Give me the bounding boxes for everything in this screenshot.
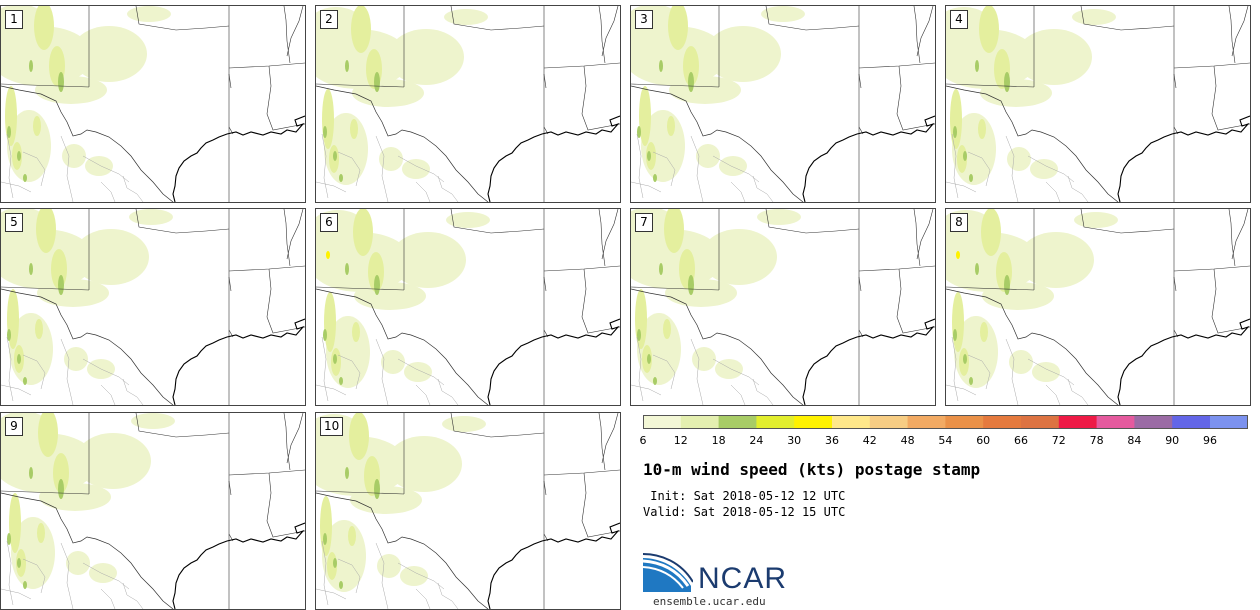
ncar-logo-icon [642, 553, 693, 592]
wind-speed-map [1, 209, 305, 405]
wind-speed-map [316, 209, 620, 405]
member-number-label: 2 [320, 10, 338, 29]
colorbar-segment [1021, 415, 1060, 429]
member-panel: 1 [0, 5, 306, 203]
colorbar-segment [1058, 415, 1098, 429]
colorbar-segment [945, 415, 984, 429]
colorbar-tick-label: 96 [1203, 434, 1217, 447]
wind-speed-map [631, 6, 935, 202]
colorbar-segment [1134, 415, 1173, 429]
colorbar-tick-label: 78 [1089, 434, 1104, 447]
colorbar-tick-label: 30 [787, 434, 802, 447]
member-number-label: 7 [635, 213, 653, 232]
colorbar-tick-label: 54 [938, 434, 953, 447]
plot-title: 10-m wind speed (kts) postage stamp [643, 460, 981, 479]
member-number-label: 1 [5, 10, 23, 29]
member-number-label: 5 [5, 213, 23, 232]
wind-speed-map [631, 209, 935, 405]
colorbar-segment [869, 415, 909, 429]
member-panel: 8 [945, 208, 1251, 406]
member-panel: 10 [315, 412, 621, 610]
wind-speed-map [1, 6, 305, 202]
colorbar-segment [643, 415, 682, 429]
colorbar-tick-label: 18 [711, 434, 726, 447]
colorbar-segment [756, 415, 795, 429]
valid-time: Valid: Sat 2018-05-12 15 UTC [643, 505, 846, 519]
member-number-label: 6 [320, 213, 338, 232]
member-panel: 7 [630, 208, 936, 406]
colorbar-tick-label: 24 [749, 434, 764, 447]
colorbar-segment [794, 415, 833, 429]
wind-speed-map [316, 6, 620, 202]
colorbar-segment [1210, 415, 1248, 429]
colorbar-tick-label: 72 [1051, 434, 1066, 447]
colorbar-tick-label: 90 [1165, 434, 1180, 447]
member-number-label: 4 [950, 10, 968, 29]
member-panel: 9 [0, 412, 306, 610]
member-panel: 4 [945, 5, 1251, 203]
member-number-label: 3 [635, 10, 653, 29]
colorbar-segment [907, 415, 946, 429]
colorbar-segment [1096, 415, 1135, 429]
colorbar-tick-label: 12 [673, 434, 688, 447]
wind-speed-colorbar [643, 415, 1248, 429]
colorbar-tick-label: 42 [862, 434, 877, 447]
member-number-label: 9 [5, 417, 23, 436]
wind-speed-map [1, 413, 305, 609]
wind-speed-map [316, 413, 620, 609]
init-time: Init: Sat 2018-05-12 12 UTC [643, 489, 846, 503]
member-panel: 6 [315, 208, 621, 406]
colorbar-tick-label: 84 [1127, 434, 1142, 447]
member-number-label: 8 [950, 213, 968, 232]
ncar-logo-text: NCAR [698, 562, 788, 595]
colorbar-tick-label: 6 [639, 434, 647, 447]
member-number-label: 10 [320, 417, 344, 436]
colorbar-tick-label: 36 [825, 434, 839, 447]
colorbar-segment [832, 415, 871, 429]
member-panel: 5 [0, 208, 306, 406]
wind-speed-map [946, 6, 1250, 202]
colorbar-segment [983, 415, 1022, 429]
colorbar-segment [680, 415, 720, 429]
colorbar-segment [718, 415, 757, 429]
wind-speed-map [946, 209, 1250, 405]
colorbar-tick-label: 48 [900, 434, 915, 447]
colorbar-segment [1172, 415, 1211, 429]
member-panel: 3 [630, 5, 936, 203]
member-panel: 2 [315, 5, 621, 203]
colorbar-tick-label: 60 [976, 434, 991, 447]
colorbar-tick-label: 66 [1014, 434, 1028, 447]
ncar-url: ensemble.ucar.edu [653, 595, 766, 608]
